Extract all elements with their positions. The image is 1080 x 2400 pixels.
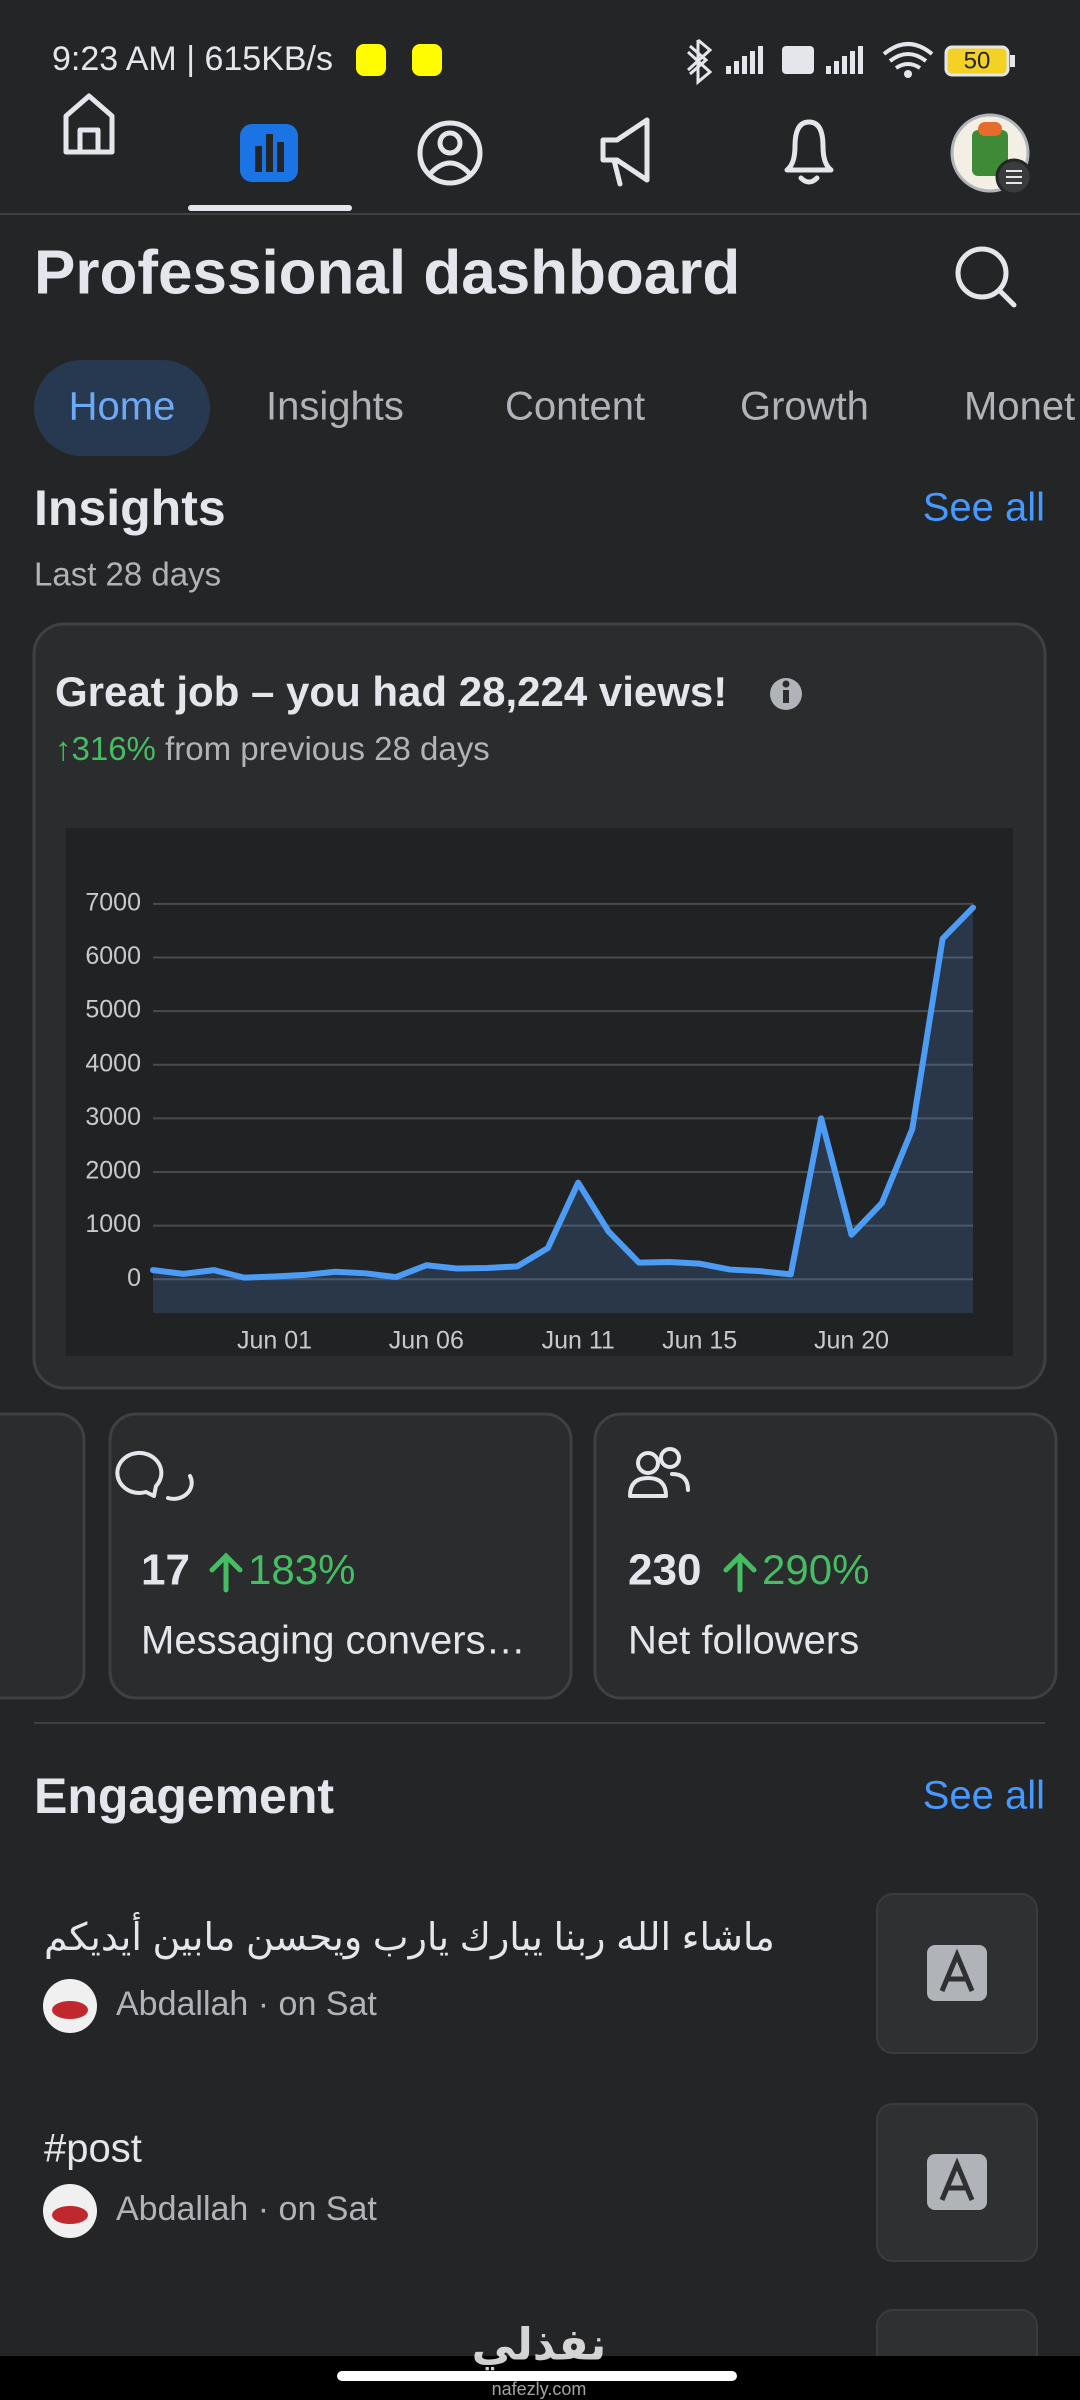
snapchat-icon xyxy=(356,44,386,76)
nav-home[interactable] xyxy=(63,93,115,155)
stat-value: 230 xyxy=(628,1546,701,1595)
snapchat-icon xyxy=(412,44,442,76)
section-title: Engagement xyxy=(34,1768,334,1824)
battery-tip xyxy=(1010,55,1015,67)
change-comparison: from previous 28 days xyxy=(165,730,490,767)
x-tick-label: Jun 15 xyxy=(662,1327,737,1355)
y-tick-label: 7000 xyxy=(85,888,141,916)
battery xyxy=(944,45,1010,77)
y-tick-label: 3000 xyxy=(85,1103,141,1131)
up-arrow xyxy=(723,1552,757,1593)
watermark-site: nafezly.com xyxy=(492,2379,587,2399)
chart: 0 1000 2000 3000 4000 5000 6000 7000 Jun 01 Jun 0… xyxy=(85,888,976,1355)
comment-text: #post xyxy=(44,2127,142,2171)
thumbnail-letter xyxy=(939,1948,975,1992)
watermark-logo: نفذلي xyxy=(472,2321,607,2371)
status-icons xyxy=(686,38,934,86)
area xyxy=(153,907,973,1313)
period-label: Last 28 days xyxy=(34,556,221,593)
x-tick-label: Jun 06 xyxy=(389,1327,464,1355)
x-tick-label: Jun 11 xyxy=(542,1327,615,1355)
see-all-link[interactable]: See all xyxy=(923,1774,1045,1818)
x-tick-label: Jun 20 xyxy=(814,1327,889,1355)
card-headline: Great job – you had 28,224 views! xyxy=(55,668,727,715)
tab[interactable]: Home xyxy=(69,385,176,429)
card-change: ↑316% from previous 28 days xyxy=(55,730,490,767)
stat-change: 183% xyxy=(248,1546,355,1593)
line xyxy=(150,904,976,1281)
chart-panel xyxy=(66,828,1013,1356)
comment-meta: Abdallah · on Sat xyxy=(116,2190,377,2228)
avatar-car xyxy=(52,2001,88,2019)
y-tick-label: 1000 xyxy=(85,1210,141,1238)
y-tick-label: 2000 xyxy=(85,1157,141,1185)
nav-avatar[interactable] xyxy=(950,113,1033,196)
comment-text: ماشاء الله ربنا يبارك يارب ويحسن مابين أ… xyxy=(44,1912,775,1960)
stat-card-partial[interactable] xyxy=(0,1412,86,1700)
tab[interactable]: Insights xyxy=(266,385,404,429)
status-time: 9:23 AM | 615KB/s xyxy=(52,40,333,78)
active-tab-indicator xyxy=(188,205,352,211)
page-title: Professional dashboard xyxy=(34,238,740,307)
stat-card[interactable] xyxy=(108,1412,573,1700)
nav-ads[interactable] xyxy=(600,117,650,187)
tab-active-pill[interactable] xyxy=(34,360,210,456)
tab[interactable]: Monet xyxy=(964,385,1075,429)
see-all-link[interactable]: See all xyxy=(923,486,1045,530)
y-tick-label: 6000 xyxy=(85,942,141,970)
section-title: Insights xyxy=(34,480,226,536)
stat-card[interactable] xyxy=(593,1412,1058,1700)
info-icon[interactable] xyxy=(770,678,802,710)
battery-level: 50 xyxy=(964,47,991,74)
nav-profile[interactable] xyxy=(417,120,483,186)
search-button[interactable] xyxy=(955,246,1017,308)
tab[interactable]: Content xyxy=(505,385,645,429)
followers-icon xyxy=(628,1447,690,1498)
scroll-content: Insights See all xyxy=(34,480,1045,536)
stat-label: Messaging convers… xyxy=(141,1619,526,1663)
thumbnail-letter xyxy=(939,2157,975,2201)
nav-notifications[interactable] xyxy=(784,119,834,185)
up-arrow xyxy=(209,1552,243,1593)
stat-value: 17 xyxy=(141,1546,190,1595)
y-tick-label: 5000 xyxy=(85,996,141,1024)
stat-change: 290% xyxy=(762,1546,869,1593)
change-percent: ↑316% xyxy=(55,730,156,767)
y-tick-label: 0 xyxy=(127,1264,141,1292)
comment-meta: Abdallah · on Sat xyxy=(116,1985,377,2023)
avatar-car xyxy=(52,2206,88,2224)
tab[interactable]: Growth xyxy=(740,385,869,429)
home-indicator[interactable] xyxy=(337,2371,737,2381)
messages-icon xyxy=(115,1450,194,1501)
stat-label: Net followers xyxy=(628,1619,859,1663)
y-tick-label: 4000 xyxy=(85,1049,141,1077)
nav-dashboard[interactable] xyxy=(240,124,298,182)
x-tick-label: Jun 01 xyxy=(237,1327,312,1355)
